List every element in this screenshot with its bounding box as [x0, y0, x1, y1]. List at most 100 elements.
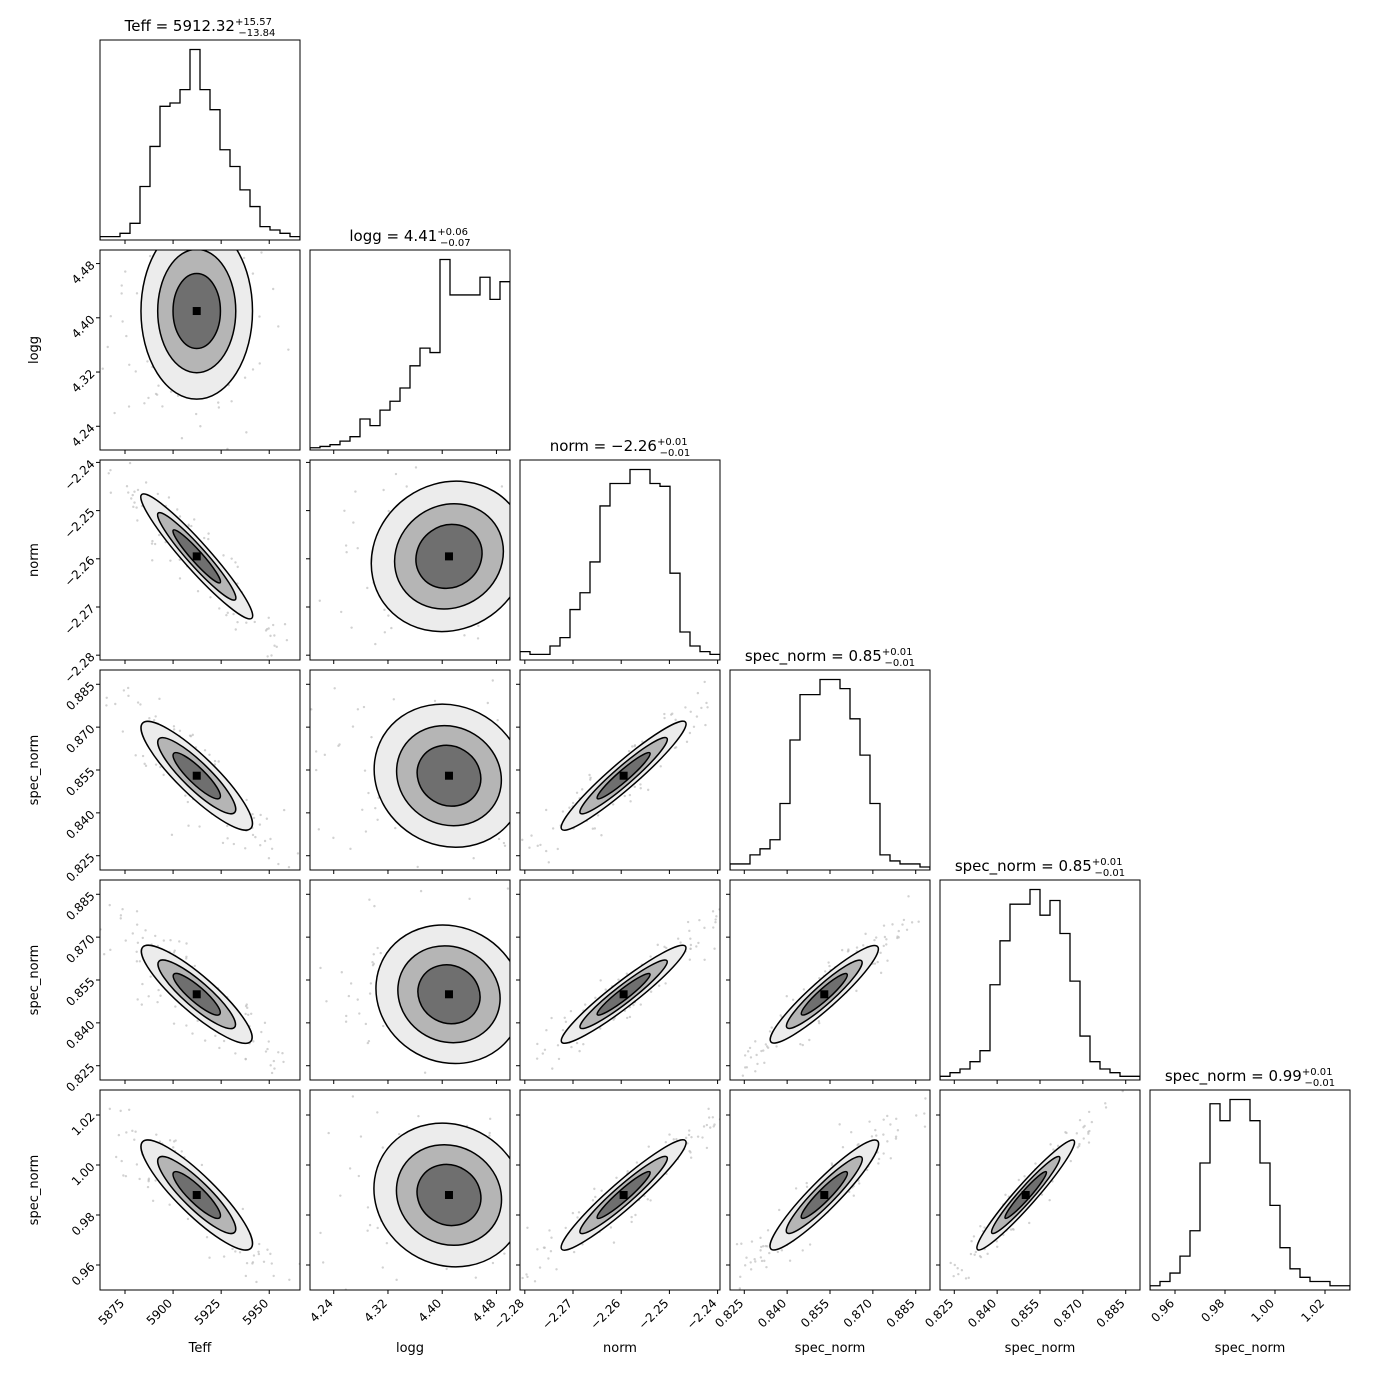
- sample-point: [1075, 1132, 1079, 1135]
- sample-point: [191, 1032, 194, 1035]
- sample-point: [264, 1050, 268, 1053]
- panel-frame: [99, 39, 301, 241]
- sample-point: [673, 746, 677, 750]
- sample-point: [882, 924, 886, 927]
- density-peak: [619, 990, 628, 999]
- sample-point: [154, 1179, 157, 1182]
- sample-point: [282, 808, 286, 812]
- sample-point: [122, 1174, 125, 1177]
- sample-point: [199, 425, 202, 428]
- sample-point: [763, 1259, 766, 1263]
- sample-point: [770, 1026, 773, 1029]
- sample-point: [367, 791, 370, 795]
- sample-point: [344, 544, 348, 547]
- sample-point: [381, 1266, 384, 1269]
- sample-point: [684, 706, 687, 709]
- sample-point: [296, 852, 300, 855]
- sample-point: [879, 951, 882, 955]
- sample-point: [273, 1067, 276, 1070]
- sample-point: [526, 1226, 529, 1229]
- sample-point: [217, 406, 221, 409]
- sample-point: [242, 256, 246, 260]
- sample-point: [695, 945, 698, 948]
- sample-point: [885, 938, 888, 941]
- sample-point: [134, 370, 137, 373]
- sample-point: [503, 844, 507, 847]
- sample-point: [109, 491, 113, 494]
- sample-point: [147, 1178, 150, 1182]
- sample-point: [703, 926, 706, 930]
- sample-point: [749, 1056, 753, 1059]
- sample-point: [132, 505, 135, 509]
- sample-point: [238, 1251, 242, 1254]
- sample-point: [178, 940, 181, 943]
- sample-point: [226, 447, 229, 450]
- sample-point: [805, 1181, 808, 1185]
- sample-point: [127, 1108, 131, 1111]
- sample-point: [252, 1040, 255, 1043]
- sample-point: [270, 1071, 274, 1075]
- sample-point: [101, 367, 104, 370]
- sample-point: [604, 988, 607, 991]
- sample-point: [759, 1249, 762, 1252]
- sample-point: [269, 634, 272, 638]
- sample-point: [127, 405, 131, 408]
- sample-point: [154, 934, 157, 938]
- sample-point: [491, 1261, 495, 1265]
- sample-point: [953, 1263, 956, 1267]
- sample-point: [715, 915, 718, 918]
- density-peak: [444, 552, 453, 561]
- sample-point: [894, 1137, 898, 1140]
- sample-point: [270, 1262, 273, 1265]
- sample-point: [159, 765, 162, 769]
- sample-point: [960, 1269, 964, 1272]
- sample-point: [676, 937, 680, 940]
- sample-point: [1023, 1175, 1026, 1178]
- sample-point: [568, 806, 571, 809]
- sample-point: [356, 547, 359, 550]
- sample-point: [686, 920, 690, 924]
- sample-point: [674, 718, 677, 722]
- sample-point: [983, 1226, 986, 1229]
- sample-point: [476, 637, 480, 640]
- sample-point: [147, 396, 150, 400]
- sample-point: [354, 490, 357, 493]
- sample-point: [109, 468, 112, 472]
- sample-point: [257, 1250, 260, 1253]
- sample-point: [245, 621, 248, 624]
- density-peak: [192, 307, 201, 316]
- sample-point: [766, 1229, 770, 1232]
- sample-point: [157, 533, 161, 537]
- sample-point: [1104, 1106, 1108, 1109]
- sample-point: [257, 1252, 261, 1256]
- sample-point: [162, 939, 166, 942]
- sample-point: [563, 1016, 566, 1019]
- density-3-0: [105, 686, 300, 869]
- sample-point: [551, 1067, 554, 1070]
- sample-point: [1078, 1142, 1081, 1146]
- sample-point: [625, 1016, 629, 1020]
- sample-point: [1048, 1198, 1051, 1202]
- sample-point: [713, 947, 716, 950]
- sample-point: [277, 1051, 280, 1054]
- sample-point: [663, 716, 666, 720]
- sample-point: [695, 715, 699, 718]
- sample-point: [222, 554, 225, 557]
- sample-point: [269, 1252, 272, 1256]
- sample-point: [755, 1053, 758, 1057]
- sample-point: [1090, 1120, 1094, 1124]
- sample-point: [791, 998, 795, 1001]
- panel-frame: [519, 1089, 721, 1291]
- sample-point: [147, 995, 150, 998]
- sample-point: [996, 1245, 999, 1248]
- sample-point: [136, 519, 139, 522]
- sample-point: [664, 982, 667, 985]
- sample-point: [706, 706, 709, 709]
- histogram-5: [1150, 1098, 1350, 1290]
- sample-point: [688, 958, 692, 961]
- sample-point: [639, 1003, 642, 1006]
- sample-point: [136, 941, 140, 944]
- sample-point: [488, 1117, 492, 1121]
- density-peak: [192, 771, 201, 780]
- density-peak: [820, 990, 829, 999]
